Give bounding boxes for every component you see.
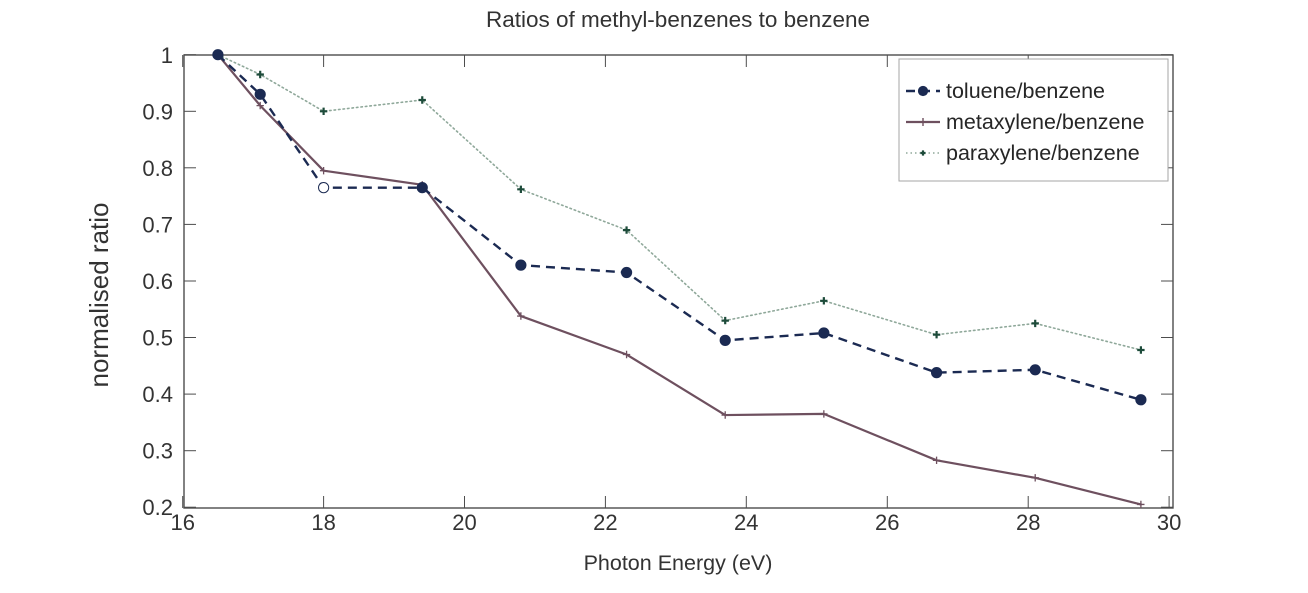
svg-text:paraxylene/benzene: paraxylene/benzene [946, 141, 1140, 165]
svg-text:16: 16 [170, 510, 194, 535]
svg-text:0.4: 0.4 [142, 382, 173, 407]
svg-text:0.9: 0.9 [142, 100, 173, 125]
svg-text:Photon Energy (eV): Photon Energy (eV) [584, 551, 773, 575]
svg-text:30: 30 [1157, 510, 1181, 535]
svg-text:22: 22 [593, 510, 617, 535]
svg-text:28: 28 [1016, 510, 1040, 535]
svg-text:18: 18 [311, 510, 335, 535]
svg-text:0.3: 0.3 [142, 439, 173, 464]
svg-text:26: 26 [875, 510, 899, 535]
svg-text:0.7: 0.7 [142, 213, 173, 238]
svg-text:0.2: 0.2 [142, 495, 173, 520]
svg-text:0.8: 0.8 [142, 156, 173, 181]
svg-text:20: 20 [452, 510, 476, 535]
svg-text:metaxylene/benzene: metaxylene/benzene [946, 110, 1144, 134]
svg-text:normalised ratio: normalised ratio [84, 203, 114, 388]
svg-text:24: 24 [734, 510, 758, 535]
svg-text:0.6: 0.6 [142, 269, 173, 294]
svg-text:0.5: 0.5 [142, 326, 173, 351]
svg-text:1: 1 [161, 43, 173, 68]
svg-text:Ratios of methyl-benzenes to b: Ratios of methyl-benzenes to benzene [486, 7, 870, 32]
svg-text:toluene/benzene: toluene/benzene [946, 79, 1105, 103]
